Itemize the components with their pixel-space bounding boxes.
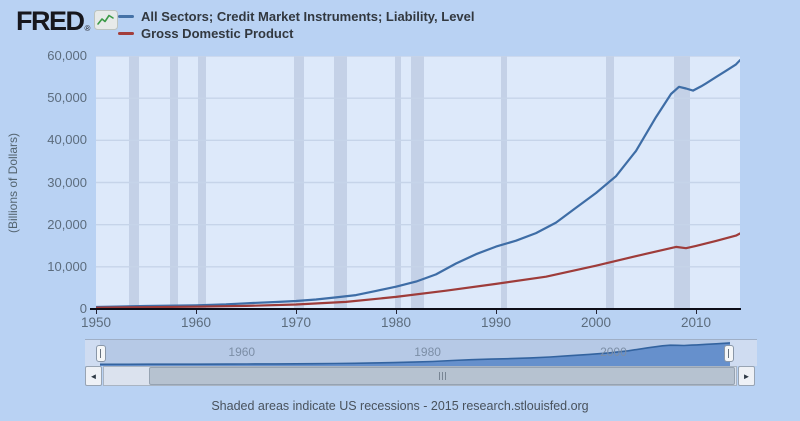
- grip-icon: [438, 372, 446, 380]
- line-chart-icon: [94, 10, 119, 35]
- legend-label-gdp: Gross Domestic Product: [141, 26, 294, 41]
- legend-label-credit-market: All Sectors; Credit Market Instruments; …: [141, 9, 475, 24]
- y-tick-label: 30,000: [47, 174, 87, 190]
- x-tick-label: 1990: [480, 315, 512, 330]
- y-tick-label: 20,000: [47, 216, 87, 232]
- legend-item-credit-market[interactable]: All Sectors; Credit Market Instruments; …: [118, 8, 475, 25]
- y-tick-label: 10,000: [47, 258, 87, 274]
- navigator-series-line: [100, 342, 730, 366]
- legend-marker-blue: [118, 15, 134, 18]
- scrollbar-thumb[interactable]: [149, 367, 735, 385]
- legend-marker-red: [118, 32, 134, 35]
- scrollbar-track[interactable]: [103, 366, 737, 386]
- y-tick-label: 50,000: [47, 90, 87, 106]
- x-tick-mark: [296, 310, 297, 314]
- scrollbar-right-button[interactable]: ►: [738, 366, 755, 386]
- legend-item-gdp[interactable]: Gross Domestic Product: [118, 25, 475, 42]
- y-tick-label: 40,000: [47, 132, 87, 148]
- x-tick-mark: [496, 310, 497, 314]
- arrow-right-icon: ►: [742, 371, 751, 381]
- x-tick-mark: [96, 310, 97, 314]
- navigator-area-series: [100, 342, 730, 366]
- series-line-0[interactable]: [96, 59, 740, 309]
- legend: All Sectors; Credit Market Instruments; …: [118, 8, 475, 42]
- scrollbar-left-button[interactable]: ◄: [85, 366, 102, 386]
- navigator-year-label: 1960: [228, 345, 256, 359]
- x-tick-mark: [396, 310, 397, 314]
- x-tick-label: 2010: [680, 315, 712, 330]
- fred-logo[interactable]: FRED ®: [16, 6, 119, 36]
- navigator-frame-line: [85, 339, 757, 340]
- y-tick-label: 0: [79, 301, 87, 316]
- arrow-left-icon: ◄: [89, 371, 98, 381]
- x-tick-mark: [696, 310, 697, 314]
- navigator-right-wing: [730, 340, 757, 366]
- registered-trademark-icon: ®: [84, 24, 91, 33]
- navigator-year-label: 2000: [600, 345, 627, 359]
- x-tick-label: 1980: [380, 315, 412, 330]
- x-tick-mark: [196, 310, 197, 314]
- series-line-1[interactable]: [96, 232, 740, 309]
- x-tick-label: 2000: [580, 315, 612, 330]
- navigator-left-handle[interactable]: [96, 345, 106, 362]
- y-tick-label: 60,000: [47, 48, 87, 63]
- fred-logo-text: FRED: [16, 6, 85, 36]
- plot-area[interactable]: [96, 56, 740, 310]
- navigator[interactable]: 1960 1980 2000: [96, 340, 734, 366]
- x-tick-mark: [596, 310, 597, 314]
- navigator-year-label: 1980: [414, 345, 441, 359]
- x-tick-label: 1950: [80, 315, 112, 330]
- footer-note: Shaded areas indicate US recessions - 20…: [211, 399, 589, 413]
- x-axis-line: [90, 308, 741, 310]
- x-tick-label: 1970: [280, 315, 312, 330]
- x-tick-label: 1960: [180, 315, 212, 330]
- navigator-right-handle[interactable]: [724, 345, 734, 362]
